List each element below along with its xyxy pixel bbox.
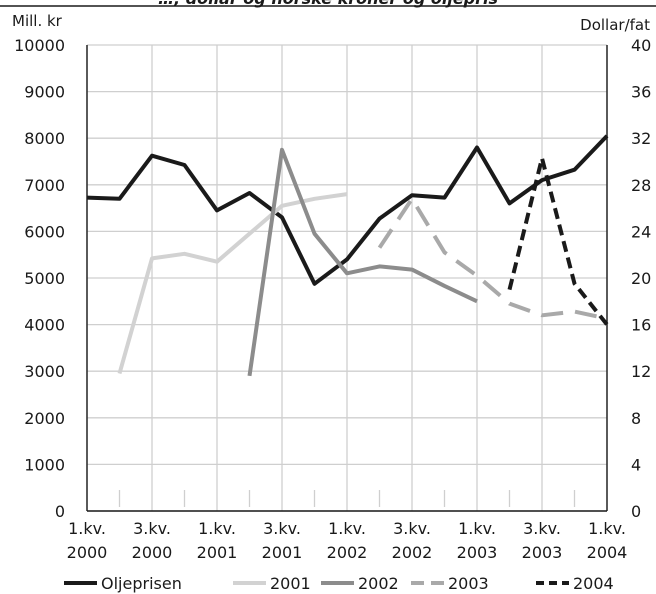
legend-label: 2003 [448, 574, 489, 593]
series-line-2004 [507, 156, 609, 326]
right-tick-label: 4 [631, 455, 641, 474]
x-tick-label-year: 2001 [262, 543, 303, 562]
right-tick-label: 12 [631, 362, 651, 381]
legend-label: Oljeprisen [101, 574, 182, 593]
left-axis-tick-labels: 0 1000 2000 3000 4000 5000 6000 7000 8000 9000 100… [14, 36, 65, 521]
series-line-2002 [247, 147, 478, 377]
left-axis-unit: Mill. kr [12, 12, 63, 30]
legend: Oljeprisen 2001 2002 2003 2004 [64, 574, 614, 593]
x-tick-label-year: 2002 [327, 543, 368, 562]
series-line-oljeprisen [86, 134, 609, 286]
chart-title: …, dollar og norske kroner og oljepris [158, 0, 498, 8]
right-axis-unit: Dollar/fat [580, 16, 650, 34]
chart-title-group: …, dollar og norske kroner og oljepris [158, 0, 498, 8]
right-tick-label: 40 [631, 36, 651, 55]
left-tick-label: 5000 [24, 269, 65, 288]
legend-label: 2002 [358, 574, 399, 593]
x-tick-label-quarter: 1.kv. [588, 519, 626, 538]
x-tick-label-year: 2003 [522, 543, 563, 562]
left-tick-label: 0 [55, 502, 65, 521]
x-tick-label-year: 2003 [457, 543, 498, 562]
x-tick-label-year: 2000 [132, 543, 173, 562]
left-tick-label: 10000 [14, 36, 65, 55]
x-tick-label-quarter: 3.kv. [133, 519, 171, 538]
legend-label: 2001 [270, 574, 311, 593]
right-tick-label: 36 [631, 83, 651, 102]
x-tick-label-quarter: 1.kv. [68, 519, 106, 538]
left-tick-label: 2000 [24, 409, 65, 428]
left-tick-label: 9000 [24, 83, 65, 102]
right-tick-label: 24 [631, 222, 651, 241]
series-lines [86, 134, 609, 377]
x-tick-label-quarter: 1.kv. [198, 519, 236, 538]
x-tick-label-quarter: 1.kv. [458, 519, 496, 538]
series-line-2001 [117, 192, 348, 375]
x-tick-label-quarter: 3.kv. [263, 519, 301, 538]
left-tick-label: 3000 [24, 362, 65, 381]
legend-label: 2004 [573, 574, 614, 593]
x-tick-label-year: 2004 [587, 543, 628, 562]
x-axis-tick-labels: 1.kv. 2000 3.kv. 2000 1.kv. 2001 3.kv. 2001 1.kv… [67, 519, 628, 562]
right-tick-label: 0 [631, 502, 641, 521]
left-tick-label: 7000 [24, 176, 65, 195]
right-tick-label: 32 [631, 129, 651, 148]
left-tick-label: 1000 [24, 455, 65, 474]
left-tick-label: 4000 [24, 316, 65, 335]
x-tick-label-quarter: 1.kv. [328, 519, 366, 538]
x-tick-label-year: 2001 [197, 543, 238, 562]
right-tick-label: 20 [631, 269, 651, 288]
left-tick-label: 8000 [24, 129, 65, 148]
x-tick-label-year: 2002 [392, 543, 433, 562]
series-line-2003 [377, 196, 608, 321]
right-tick-label: 28 [631, 176, 651, 195]
chart-grid [86, 44, 608, 512]
right-tick-label: 8 [631, 409, 641, 428]
plot-frame [0, 5, 656, 512]
x-tick-label-quarter: 3.kv. [523, 519, 561, 538]
left-tick-label: 6000 [24, 222, 65, 241]
right-axis-tick-labels: 0 4 8 12 16 20 24 28 32 36 40 [631, 36, 651, 521]
right-tick-label: 16 [631, 316, 651, 335]
x-tick-label-year: 2000 [67, 543, 108, 562]
x-tick-label-quarter: 3.kv. [393, 519, 431, 538]
